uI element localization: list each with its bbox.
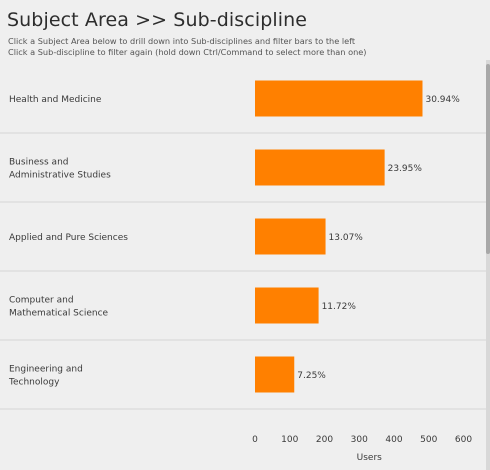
x-tick-label: 500 bbox=[420, 435, 437, 445]
category-label[interactable]: Engineering and Technology bbox=[8, 365, 83, 388]
data-label: 30.94% bbox=[425, 95, 460, 105]
x-axis-title: Users bbox=[357, 453, 383, 463]
bar[interactable] bbox=[255, 149, 385, 186]
plot-area bbox=[255, 80, 423, 462]
scrollbar-thumb[interactable] bbox=[486, 64, 490, 254]
x-tick-label: 200 bbox=[316, 435, 333, 445]
x-tick-label: 300 bbox=[351, 435, 368, 445]
category-label[interactable]: Health and Medicine bbox=[9, 95, 102, 105]
filter-instruction: Click a Sub-discipline to filter again (… bbox=[8, 47, 367, 57]
x-tick-label: 600 bbox=[455, 435, 472, 445]
drilldown-instruction: Click a Subject Area below to drill down… bbox=[8, 36, 356, 46]
x-tick-label: 400 bbox=[385, 435, 402, 445]
bar[interactable] bbox=[255, 356, 295, 393]
page-title: Subject Area >> Sub-discipline bbox=[7, 9, 308, 31]
data-label: 7.25% bbox=[297, 371, 326, 381]
bar-chart: Health and Medicine 30.94% Business and Adm… bbox=[0, 80, 486, 463]
bar[interactable] bbox=[255, 426, 281, 462]
x-tick-label: 100 bbox=[281, 435, 298, 445]
bar[interactable] bbox=[255, 287, 319, 324]
data-label: 11.72% bbox=[322, 302, 357, 312]
bar[interactable] bbox=[255, 218, 326, 255]
category-label[interactable]: Business and Administrative Studies bbox=[9, 158, 111, 181]
data-label: 23.95% bbox=[388, 164, 423, 174]
data-label: 13.07% bbox=[329, 233, 364, 243]
category-label[interactable]: Computer and Mathematical Science bbox=[9, 296, 109, 319]
x-tick-label: 0 bbox=[252, 435, 258, 445]
vertical-scrollbar[interactable] bbox=[486, 60, 490, 470]
category-label[interactable]: Applied and Pure Sciences bbox=[9, 233, 128, 243]
bar[interactable] bbox=[255, 80, 423, 117]
